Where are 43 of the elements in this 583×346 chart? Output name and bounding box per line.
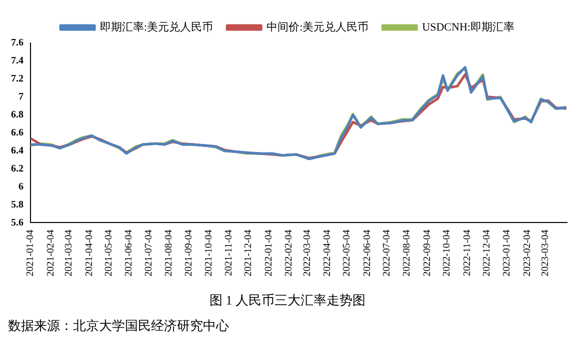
x-tick-label: 2022-01-04 <box>263 230 274 276</box>
y-tick-label: 7.4 <box>11 56 24 67</box>
legend-label: 即期汇率:美元兑人民币 <box>100 20 214 34</box>
x-tick-label: 2021-08-04 <box>163 230 174 276</box>
x-tick-label: 2022-07-04 <box>381 230 392 276</box>
x-tick-label: 2021-02-04 <box>45 230 56 276</box>
y-tick-label: 6.4 <box>11 145 24 156</box>
x-tick-label: 2021-12-04 <box>243 230 254 276</box>
x-tick-label: 2023-01-04 <box>502 230 513 276</box>
text: 图 1 人民币三大汇率走势图 <box>210 292 366 308</box>
x-tick-label: 2021-06-04 <box>124 230 135 276</box>
y-tick-label: 5.8 <box>11 199 24 210</box>
x-tick-label: 2021-10-04 <box>203 230 214 276</box>
x-tick-label: 2022-03-04 <box>302 230 313 276</box>
x-tick-label: 2022-05-04 <box>342 230 353 276</box>
x-tick-label: 2023-03-04 <box>540 230 552 276</box>
x-tick-label: 2021-09-04 <box>184 230 195 276</box>
x-tick-label: 2023-02-04 <box>522 230 533 276</box>
x-tick-label: 2022-10-04 <box>442 230 453 276</box>
x-tick-label: 2022-08-04 <box>402 230 413 276</box>
source-note: 数据来源：北京大学国民经济研究中心 <box>8 317 230 335</box>
y-tick-label: 6.2 <box>11 163 24 174</box>
y-tick-label: 5.6 <box>11 217 24 228</box>
y-tick-label: 6 <box>18 181 24 192</box>
legend-label: 中间价:美元兑人民币 <box>266 20 369 34</box>
y-tick-label: 6.8 <box>11 109 24 120</box>
legend-label: USDCNH:即期汇率 <box>422 20 514 34</box>
y-tick-label: 7 <box>18 92 24 102</box>
y-tick-label: 7.6 <box>11 38 24 49</box>
x-tick-label: 2021-05-04 <box>103 230 114 276</box>
x-tick-label: 2022-04-04 <box>322 230 334 276</box>
x-tick-label: 2022-11-04 <box>462 230 473 276</box>
x-tick-label: 2021-07-04 <box>143 230 154 276</box>
x-tick-label: 2022-02-04 <box>284 230 295 276</box>
x-tick-label: 2022-09-04 <box>422 230 433 276</box>
y-tick-label: 7.2 <box>11 74 24 85</box>
x-tick-label: 2022-06-04 <box>362 230 373 276</box>
x-tick-label: 2022-12-04 <box>481 230 492 276</box>
x-tick-label: 2021-01-04 <box>25 230 36 276</box>
y-tick-label: 6.6 <box>11 127 24 138</box>
x-tick-label: 2021-11-04 <box>224 230 235 276</box>
x-tick-label: 2021-03-04 <box>64 230 75 276</box>
x-tick-label: 2021-04-04 <box>84 230 95 276</box>
